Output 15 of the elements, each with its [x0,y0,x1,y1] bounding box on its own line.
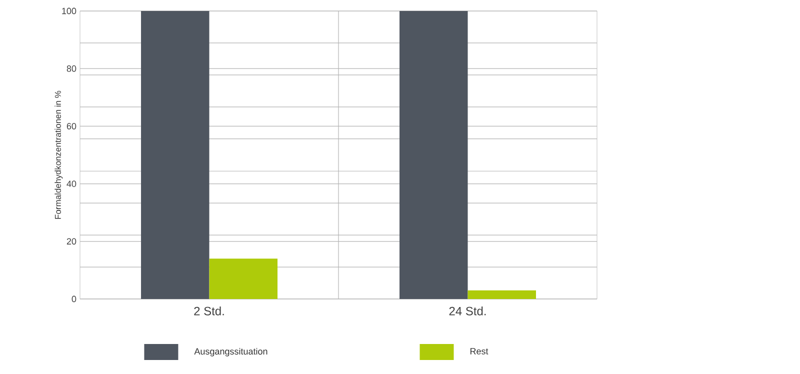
x-tick-label: 2 Std. [194,306,224,316]
legend-label: Ausgangssituation [194,348,268,356]
y-tick-label: 40 [66,180,76,187]
bar [209,258,278,299]
y-tick-label: 20 [66,238,76,245]
y-tick-label: 60 [66,123,76,130]
y-tick-label: 80 [66,65,76,72]
y-tick-label: 100 [62,8,76,14]
y-tick-label: 0 [72,296,76,302]
x-tick-label: 24 Std. [449,306,486,316]
bar [468,290,536,299]
legend-label: Rest [470,348,488,354]
bar [400,10,468,299]
bar [141,10,210,299]
y-axis-title: Formaldehydkonzentrationen in % [54,90,63,219]
